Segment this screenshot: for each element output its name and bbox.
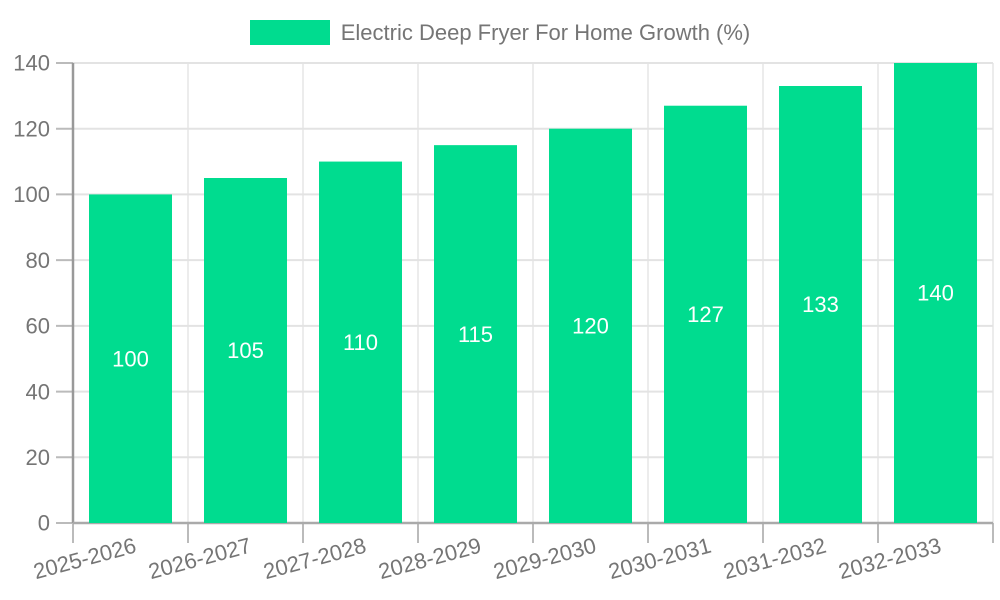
bar-2030-2031[interactable] — [664, 105, 747, 523]
x-tick-label: 2026-2027 — [146, 533, 254, 584]
x-tick-label: 2028-2029 — [376, 533, 484, 584]
legend-swatch — [249, 20, 330, 45]
y-tick-label: 20 — [26, 445, 50, 470]
x-tick-label: 2025-2026 — [31, 533, 139, 584]
bar-value-label: 140 — [917, 281, 954, 306]
y-tick-label: 100 — [13, 182, 50, 207]
bar-2029-2030[interactable] — [549, 128, 632, 523]
legend-label: Electric Deep Fryer For Home Growth (%) — [340, 20, 751, 45]
bar-value-label: 133 — [802, 292, 839, 317]
bar-value-label: 105 — [227, 338, 264, 363]
bar-2025-2026[interactable] — [89, 194, 172, 523]
y-tick-label: 40 — [26, 379, 50, 404]
x-tick-label: 2030-2031 — [606, 533, 714, 584]
bar-2028-2029[interactable] — [434, 145, 517, 523]
bar-2026-2027[interactable] — [204, 178, 287, 523]
x-tick-label: 2032-2033 — [836, 533, 944, 584]
bar-2031-2032[interactable] — [779, 86, 862, 523]
legend[interactable]: Electric Deep Fryer For Home Growth (%) — [0, 20, 1000, 45]
y-tick-label: 80 — [26, 248, 50, 273]
bar-2027-2028[interactable] — [319, 161, 402, 524]
y-tick-label: 0 — [38, 511, 50, 536]
bar-value-label: 110 — [343, 330, 378, 355]
bar-2032-2033[interactable] — [894, 63, 977, 523]
x-tick-label: 2029-2030 — [491, 533, 599, 584]
bar-value-label: 115 — [458, 322, 493, 347]
y-tick-label: 120 — [13, 116, 50, 141]
x-tick-label: 2031-2032 — [721, 533, 829, 584]
x-tick-label: 2027-2028 — [261, 533, 369, 584]
bar-value-label: 100 — [112, 346, 149, 371]
bar-value-label: 127 — [687, 302, 724, 327]
y-tick-label: 60 — [26, 314, 50, 339]
y-tick-label: 140 — [13, 51, 50, 76]
bar-value-label: 120 — [572, 314, 609, 339]
